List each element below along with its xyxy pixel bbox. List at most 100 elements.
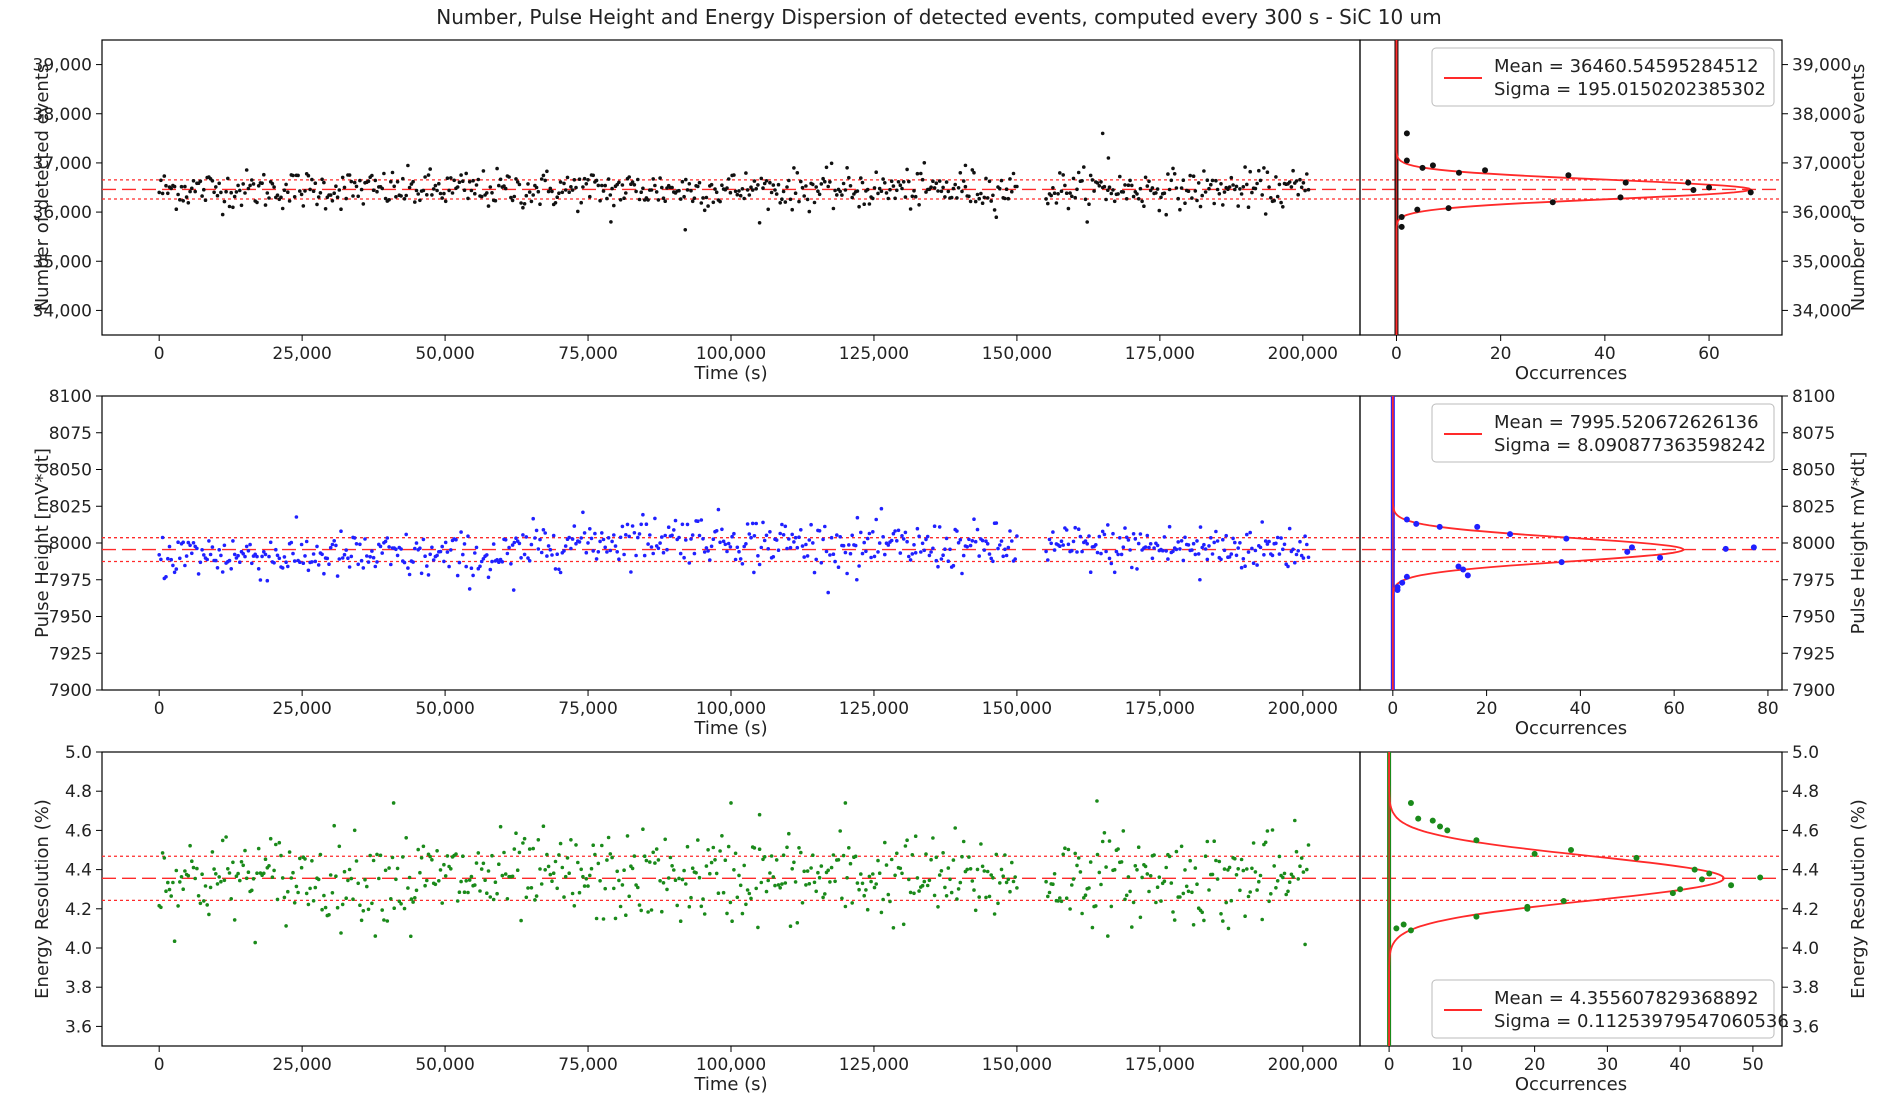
scatter-point (682, 868, 686, 873)
scatter-point (1123, 183, 1127, 187)
scatter-point (608, 548, 613, 553)
scatter-point (399, 194, 403, 198)
scatter-point (546, 864, 551, 869)
scatter-point (373, 178, 378, 183)
hist-point (1400, 921, 1407, 928)
scatter-point (459, 530, 463, 534)
scatter-point (413, 546, 417, 551)
scatter-point (531, 516, 535, 521)
scatter-point (311, 899, 316, 903)
scatter-point (172, 570, 177, 575)
scatter-point (651, 551, 655, 556)
scatter-point (1281, 547, 1285, 552)
scatter-point (533, 536, 537, 540)
scatter-point (294, 515, 299, 519)
scatter-point (1010, 860, 1014, 865)
scatter-point (972, 517, 976, 521)
scatter-point (761, 186, 765, 190)
scatter-point (1051, 882, 1055, 886)
scatter-point (1064, 528, 1069, 532)
scatter-point (680, 522, 685, 527)
scatter-point (1215, 877, 1220, 881)
scatter-point (998, 186, 1002, 191)
scatter-point (1070, 883, 1074, 887)
scatter-point (745, 522, 750, 526)
scatter-point (660, 185, 664, 190)
scatter-point (778, 531, 782, 536)
scatter-point (823, 892, 827, 896)
scatter-point (1298, 539, 1302, 544)
scatter-point (529, 886, 534, 890)
scatter-point (232, 918, 237, 922)
scatter-point (871, 530, 875, 534)
y-tick-label: 4.0 (65, 939, 92, 959)
scatter-point (1269, 196, 1273, 200)
scatter-point (515, 868, 520, 872)
scatter-point (539, 550, 544, 555)
scatter-point (704, 195, 709, 200)
scatter-point (865, 187, 870, 192)
scatter-point (200, 194, 204, 198)
scatter-point (545, 852, 549, 857)
scatter-point (365, 554, 369, 558)
scatter-point (526, 886, 530, 890)
scatter-point (267, 864, 271, 868)
scatter-point (915, 876, 920, 880)
scatter-point (1207, 544, 1211, 548)
scatter-point (186, 540, 191, 545)
scatter-point (778, 886, 782, 890)
x-tick-label: 75,000 (558, 699, 617, 719)
scatter-point (663, 199, 667, 203)
x-tick-label: 150,000 (982, 699, 1052, 719)
hist-x-tick-label: 0 (1391, 344, 1402, 364)
scatter-point (785, 546, 789, 551)
scatter-point (596, 183, 601, 188)
scatter-point (1301, 181, 1306, 185)
y-tick-label: 4.4 (65, 861, 92, 881)
scatter-point (466, 890, 470, 895)
scatter-point (445, 176, 450, 180)
scatter-point (936, 905, 940, 909)
y-tick-label-right: 8100 (1792, 387, 1835, 407)
scatter-point (891, 926, 896, 930)
hist-point (1429, 817, 1436, 824)
scatter-point (251, 877, 256, 881)
scatter-point (413, 896, 417, 900)
scatter-point (1296, 877, 1300, 881)
y-tick-label: 4.8 (65, 782, 92, 802)
scatter-point (886, 543, 891, 547)
scatter-point (347, 565, 352, 569)
scatter-point (766, 878, 770, 883)
scatter-point (860, 551, 865, 556)
scatter-point (663, 837, 667, 842)
scatter-point (768, 530, 772, 534)
scatter-point (340, 175, 345, 180)
scatter-point (980, 538, 985, 543)
scatter-point (759, 880, 764, 885)
scatter-point (1106, 934, 1110, 938)
scatter-point (455, 573, 460, 578)
scatter-point (826, 184, 830, 189)
scatter-point (896, 528, 901, 533)
scatter-point (1047, 537, 1052, 542)
scatter-point (569, 546, 573, 551)
scatter-point (1270, 828, 1275, 832)
scatter-point (524, 895, 529, 900)
scatter-point (932, 524, 937, 528)
scatter-point (752, 534, 757, 538)
scatter-point (685, 522, 690, 527)
scatter-point (819, 561, 824, 565)
scatter-point (423, 175, 427, 179)
scatter-point (1013, 557, 1017, 561)
scatter-point (1200, 910, 1204, 915)
scatter-point (862, 202, 866, 206)
scatter-point (416, 192, 421, 196)
scatter-point (356, 194, 361, 199)
scatter-point (268, 836, 273, 841)
scatter-point (958, 537, 963, 542)
scatter-point (191, 541, 196, 545)
scatter-point (752, 846, 757, 850)
scatter-point (757, 221, 762, 225)
scatter-point (431, 558, 436, 562)
scatter-point (1116, 192, 1120, 196)
